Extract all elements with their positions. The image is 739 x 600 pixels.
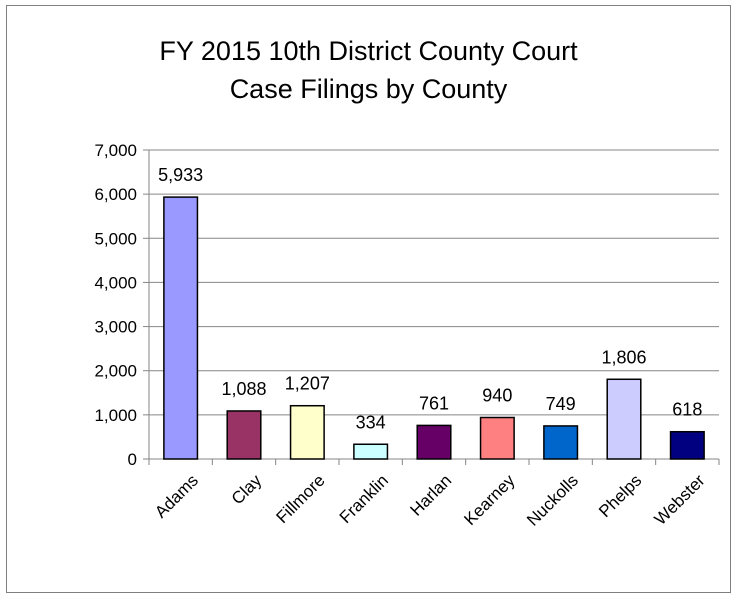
x-tick-label: Webster bbox=[651, 471, 709, 529]
x-tick-label: Adams bbox=[151, 471, 202, 522]
chart-title: FY 2015 10th District County Court Case … bbox=[7, 32, 730, 108]
data-label: 5,933 bbox=[158, 165, 203, 185]
x-tick-label: Franklin bbox=[336, 471, 392, 527]
y-tick-label: 5,000 bbox=[94, 229, 137, 248]
bar bbox=[163, 196, 199, 460]
data-label: 761 bbox=[419, 393, 449, 413]
x-tick-label: Phelps bbox=[595, 471, 645, 521]
x-tick-label: Harlan bbox=[406, 471, 455, 520]
data-label: 1,806 bbox=[601, 347, 646, 367]
bar bbox=[289, 404, 325, 460]
y-tick-label: 2,000 bbox=[94, 362, 137, 381]
y-tick-label: 0 bbox=[128, 450, 137, 469]
bar bbox=[353, 443, 389, 460]
x-tick-label: Clay bbox=[228, 471, 266, 509]
bar bbox=[606, 378, 642, 460]
chart-title-line-2: Case Filings by County bbox=[229, 74, 508, 104]
bar bbox=[416, 424, 452, 460]
y-tick-label: 3,000 bbox=[94, 318, 137, 337]
bar bbox=[543, 425, 579, 460]
y-tick-label: 4,000 bbox=[94, 273, 137, 292]
data-label: 618 bbox=[672, 400, 702, 420]
x-tick-label: Nuckolls bbox=[523, 471, 582, 530]
chart-frame: FY 2015 10th District County Court Case … bbox=[6, 5, 731, 593]
chart-title-line-1: FY 2015 10th District County Court bbox=[159, 36, 578, 66]
y-tick-label: 6,000 bbox=[94, 185, 137, 204]
data-label: 1,088 bbox=[221, 379, 266, 399]
data-label: 940 bbox=[482, 386, 512, 406]
x-tick-label: Kearney bbox=[460, 471, 519, 530]
bar bbox=[226, 410, 262, 460]
y-tick-label: 1,000 bbox=[94, 406, 137, 425]
bar bbox=[479, 416, 515, 460]
bar bbox=[669, 430, 705, 460]
data-label: 334 bbox=[356, 412, 386, 432]
x-tick-label: Fillmore bbox=[272, 471, 328, 527]
y-tick-label: 7,000 bbox=[94, 141, 137, 160]
data-label: 749 bbox=[546, 394, 576, 414]
data-label: 1,207 bbox=[285, 374, 330, 394]
